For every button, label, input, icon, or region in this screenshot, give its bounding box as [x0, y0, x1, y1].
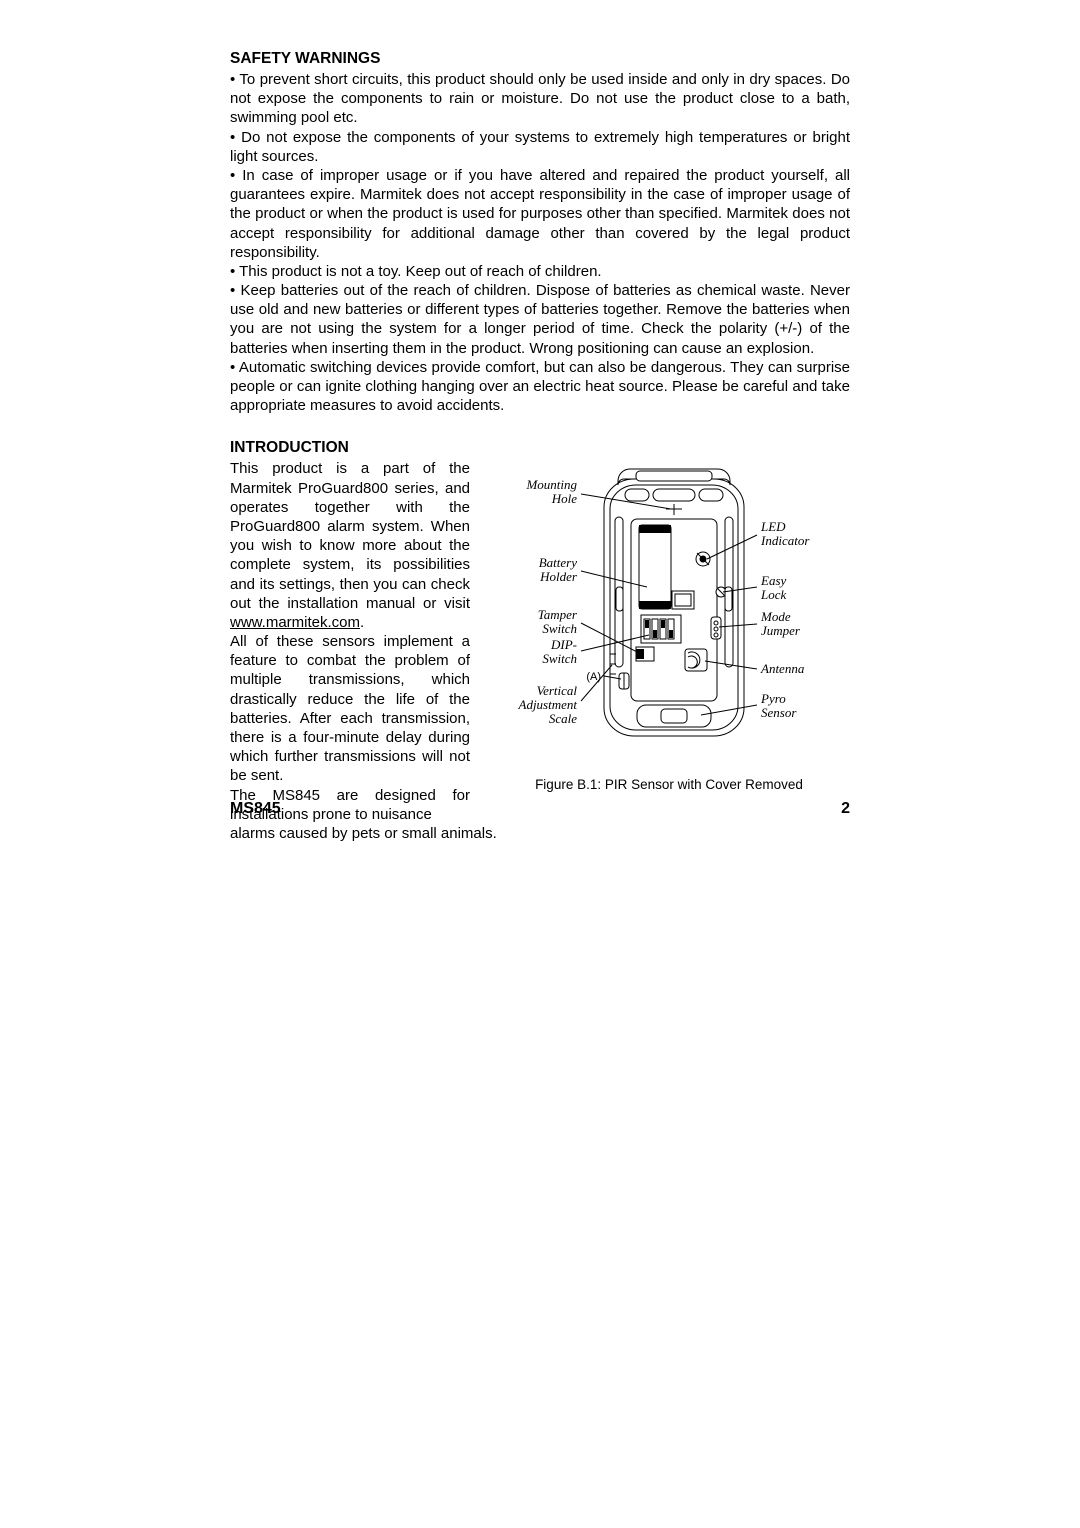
label-mounting-hole: Mounting: [525, 477, 577, 492]
label-vertical-adj: Vertical: [537, 683, 578, 698]
safety-bullet: • Do not expose the components of your s…: [230, 128, 850, 166]
intro-paragraph: This product is a part of the Marmitek P…: [230, 459, 470, 632]
label-antenna: Antenna: [760, 661, 805, 676]
label-mode-jumper: Mode: [760, 609, 791, 624]
intro-para3-tail: alarms caused by pets or small animals.: [230, 824, 850, 843]
footer-page-number: 2: [841, 800, 850, 818]
footer-model: MS845: [230, 800, 281, 818]
safety-heading: SAFETY WARNINGS: [230, 50, 850, 68]
intro-text-column: This product is a part of the Marmitek P…: [230, 459, 470, 824]
safety-bullet: • In case of improper usage or if you ha…: [230, 166, 850, 262]
label-tamper-switch: Tamper: [538, 607, 578, 622]
label-pyro-2: Sensor: [761, 705, 797, 720]
safety-bullet: • To prevent short circuits, this produc…: [230, 70, 850, 128]
pir-sensor-diagram: Mounting Hole Battery Holder Tamper Swit…: [489, 459, 849, 769]
safety-bullet: • This product is not a toy. Keep out of…: [230, 262, 850, 281]
label-led: LED: [760, 519, 786, 534]
label-easy-lock-2: Lock: [760, 587, 787, 602]
label-a: (A): [586, 671, 601, 683]
marmitek-link[interactable]: www.marmitek.com: [230, 614, 360, 631]
intro-heading: INTRODUCTION: [230, 439, 850, 457]
figure-column: Mounting Hole Battery Holder Tamper Swit…: [488, 459, 850, 824]
label-vertical-adj-3: Scale: [549, 711, 577, 726]
label-led-2: Indicator: [760, 533, 810, 548]
figure-caption: Figure B.1: PIR Sensor with Cover Remove…: [488, 777, 850, 792]
intro-paragraph: All of these sensors implement a feature…: [230, 632, 470, 786]
page-footer: MS845 2: [230, 800, 850, 818]
label-battery-holder-2: Holder: [539, 569, 578, 584]
label-dip-switch-2: Switch: [542, 651, 577, 666]
intro-columns: This product is a part of the Marmitek P…: [230, 459, 850, 824]
intro-para1b: .: [360, 614, 364, 631]
safety-bullet: • Automatic switching devices provide co…: [230, 358, 850, 416]
page-content: SAFETY WARNINGS • To prevent short circu…: [230, 50, 850, 843]
label-mode-jumper-2: Jumper: [761, 623, 801, 638]
label-pyro: Pyro: [760, 691, 786, 706]
safety-warnings-section: SAFETY WARNINGS • To prevent short circu…: [230, 50, 850, 415]
safety-bullet: • Keep batteries out of the reach of chi…: [230, 281, 850, 358]
label-battery-holder: Battery: [539, 555, 577, 570]
intro-para1a: This product is a part of the Marmitek P…: [230, 460, 470, 611]
label-tamper-switch-2: Switch: [542, 621, 577, 636]
label-easy-lock: Easy: [760, 573, 787, 588]
introduction-section: INTRODUCTION This product is a part of t…: [230, 439, 850, 843]
label-dip-switch: DIP-: [550, 637, 577, 652]
label-mounting-hole-2: Hole: [551, 491, 578, 506]
label-vertical-adj-2: Adjustment: [518, 697, 578, 712]
